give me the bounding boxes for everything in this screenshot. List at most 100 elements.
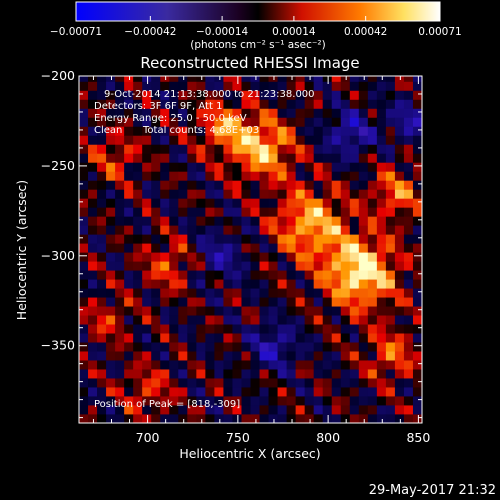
heatmap-cell xyxy=(106,180,116,190)
heatmap-cell xyxy=(214,315,224,325)
heatmap-cell xyxy=(268,76,278,82)
heatmap-cell xyxy=(214,342,224,352)
heatmap-cell xyxy=(412,414,422,423)
heatmap-cell xyxy=(250,342,260,352)
heatmap-cell xyxy=(331,270,342,280)
heatmap-cell xyxy=(304,189,315,199)
heatmap-cell xyxy=(286,225,297,235)
heatmap-cell xyxy=(124,279,134,289)
heatmap-cell xyxy=(115,135,125,145)
heatmap-cell xyxy=(142,342,152,352)
heatmap-cell xyxy=(313,288,324,298)
heatmap-cell xyxy=(295,180,306,190)
heatmap-cell xyxy=(124,135,134,145)
heatmap-cell xyxy=(403,180,414,190)
heatmap-cell xyxy=(151,243,161,253)
heatmap-cell xyxy=(286,189,297,199)
heatmap-cell xyxy=(142,117,152,127)
heatmap-cell xyxy=(223,225,233,235)
heatmap-cell xyxy=(367,198,378,208)
heatmap-cell xyxy=(304,414,315,423)
heatmap-cell xyxy=(214,225,224,235)
heatmap-cell xyxy=(232,99,242,109)
heatmap-cell xyxy=(97,90,107,100)
heatmap-cell xyxy=(331,306,342,316)
heatmap-cell xyxy=(322,369,333,379)
heatmap-cell xyxy=(412,171,422,181)
heatmap-cell xyxy=(178,270,188,280)
heatmap-cell xyxy=(394,405,405,415)
heatmap-cell xyxy=(295,189,306,199)
heatmap-cell xyxy=(88,369,98,379)
heatmap-cell xyxy=(106,270,116,280)
heatmap-cell xyxy=(277,76,288,82)
heatmap-cell xyxy=(106,90,116,100)
heatmap-cell xyxy=(223,126,233,136)
heatmap-cell xyxy=(349,126,360,136)
heatmap-cell xyxy=(367,216,378,226)
heatmap-cell xyxy=(394,225,405,235)
heatmap-cell xyxy=(403,198,414,208)
heatmap-cell xyxy=(322,99,333,109)
heatmap-cell xyxy=(205,198,215,208)
heatmap-cell xyxy=(322,297,333,307)
heatmap-cell xyxy=(331,387,342,397)
heatmap-cell xyxy=(286,405,297,415)
heatmap-cell xyxy=(349,108,360,118)
heatmap-cell xyxy=(358,306,369,316)
heatmap-cell xyxy=(151,261,161,271)
heatmap-cell xyxy=(259,360,269,370)
heatmap-cell xyxy=(115,261,125,271)
heatmap-cell xyxy=(178,378,188,388)
heatmap-cell xyxy=(88,117,98,127)
heatmap-cell xyxy=(259,243,269,253)
heatmap-cell xyxy=(250,81,260,91)
heatmap-cell xyxy=(187,162,197,172)
heatmap-cell xyxy=(205,261,215,271)
heatmap-cell xyxy=(358,126,369,136)
heatmap-cell xyxy=(268,369,278,379)
heatmap-cell xyxy=(277,153,288,163)
heatmap-cell xyxy=(241,99,251,109)
heatmap-cell xyxy=(295,288,306,298)
heatmap-cell xyxy=(187,324,197,334)
heatmap-cell xyxy=(277,126,288,136)
heatmap-cell xyxy=(313,396,324,406)
heatmap-cell xyxy=(403,378,414,388)
heatmap-cell xyxy=(304,243,315,253)
heatmap-cell xyxy=(367,126,378,136)
x-tick-label: 750 xyxy=(226,430,250,445)
heatmap-cell xyxy=(97,171,107,181)
heatmap-cell xyxy=(304,270,315,280)
heatmap-cell xyxy=(223,117,233,127)
heatmap-cell xyxy=(403,333,414,343)
heatmap-cell xyxy=(340,333,351,343)
heatmap-cell xyxy=(313,387,324,397)
heatmap-cell xyxy=(196,198,206,208)
heatmap-cell xyxy=(268,144,278,154)
heatmap-cell xyxy=(304,369,315,379)
heatmap-cell xyxy=(394,351,405,361)
annotation-peak-position: Position of Peak = [818,-309] xyxy=(94,399,240,410)
heatmap-cell xyxy=(367,234,378,244)
heatmap-cell xyxy=(196,225,206,235)
heatmap-cell xyxy=(385,162,396,172)
heatmap-cell xyxy=(259,225,269,235)
heatmap-cell xyxy=(97,207,107,217)
heatmap-cell xyxy=(214,243,224,253)
heatmap-cell xyxy=(412,252,422,262)
heatmap-cell xyxy=(133,144,143,154)
heatmap-cell xyxy=(304,405,315,415)
heatmap-cell xyxy=(133,243,143,253)
heatmap-cell xyxy=(403,126,414,136)
heatmap-cell xyxy=(214,279,224,289)
heatmap-cell xyxy=(358,108,369,118)
heatmap-cell xyxy=(115,99,125,109)
x-tick-label: 700 xyxy=(136,430,160,445)
heatmap-cell xyxy=(124,225,134,235)
heatmap-cell xyxy=(160,81,170,91)
heatmap-cell xyxy=(331,171,342,181)
heatmap-cell xyxy=(142,351,152,361)
heatmap-cell xyxy=(340,288,351,298)
heatmap-cell xyxy=(403,90,414,100)
